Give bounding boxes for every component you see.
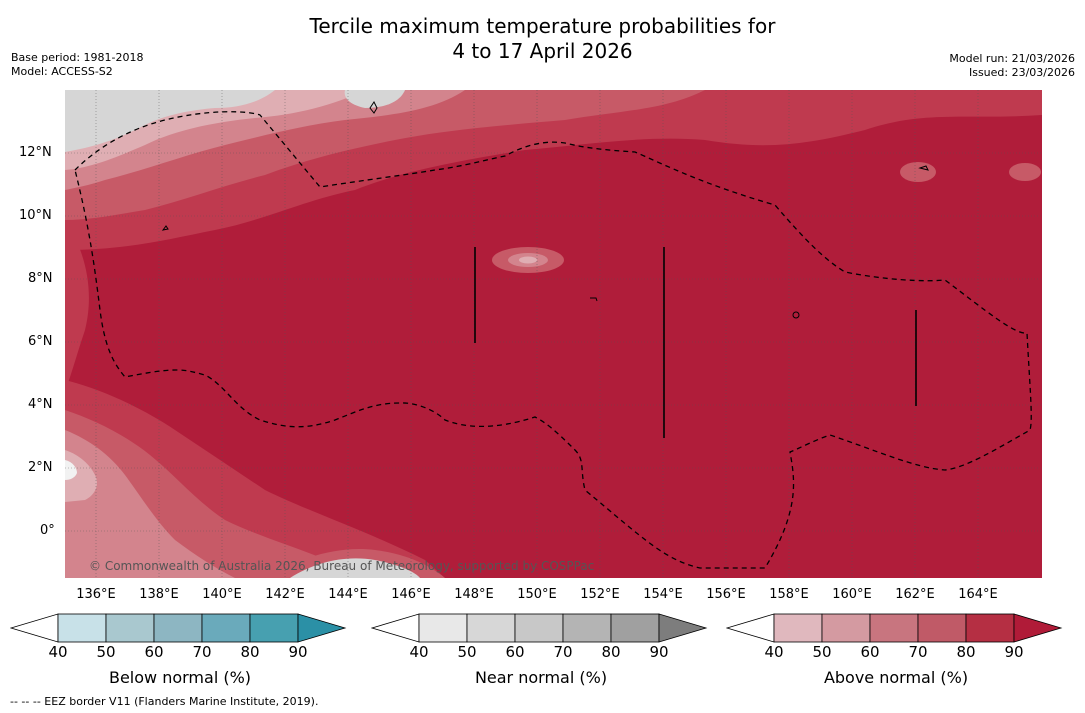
near-colorbar-max-arrow bbox=[658, 613, 708, 643]
colorbar-label-below: Below normal (%) bbox=[108, 668, 252, 687]
map-title: Tercile maximum temperature probabilitie… bbox=[0, 14, 1085, 64]
lon-label-140e: 140°E bbox=[202, 587, 242, 602]
below-colorbar-segment-3 bbox=[153, 613, 203, 643]
cb-above-tick-40: 40 bbox=[764, 643, 784, 661]
near-colorbar-segment-3 bbox=[514, 613, 564, 643]
lon-label-152e: 152°E bbox=[580, 587, 620, 602]
zone-above-50-left bbox=[65, 450, 97, 502]
meridian-marks bbox=[474, 247, 917, 438]
below-colorbar-segment-2 bbox=[105, 613, 155, 643]
meta-right: Model run: 21/03/2026 Issued: 23/03/2026 bbox=[949, 52, 1075, 80]
title-line-1: Tercile maximum temperature probabilitie… bbox=[309, 14, 776, 38]
colorbar-near-normal bbox=[371, 613, 708, 643]
cb-near-tick-70: 70 bbox=[553, 643, 573, 661]
spot-162e bbox=[900, 162, 936, 182]
cb-below-tick-80: 80 bbox=[240, 643, 260, 661]
cb-below-tick-40: 40 bbox=[48, 643, 68, 661]
cb-near-tick-50: 50 bbox=[457, 643, 477, 661]
below-colorbar-segment-5 bbox=[249, 613, 299, 643]
lon-label-156e: 156°E bbox=[706, 587, 746, 602]
cb-near-tick-40: 40 bbox=[409, 643, 429, 661]
probability-map[interactable]: © Commonwealth of Australia 2026, Bureau… bbox=[65, 90, 1042, 578]
near-colorbar-segment-1 bbox=[418, 613, 468, 643]
lon-label-162e: 162°E bbox=[895, 587, 935, 602]
colorbar-below-normal bbox=[10, 613, 347, 643]
graticule bbox=[65, 90, 1042, 578]
lon-label-136e: 136°E bbox=[76, 587, 116, 602]
above-colorbar-segment-4 bbox=[917, 613, 967, 643]
near-colorbar-segment-5 bbox=[610, 613, 660, 643]
cb-above-tick-70: 70 bbox=[908, 643, 928, 661]
lon-label-158e: 158°E bbox=[769, 587, 809, 602]
lat-label-12n: 12°N bbox=[19, 145, 52, 160]
above-colorbar-segment-2 bbox=[821, 613, 871, 643]
colorbar-label-near: Near normal (%) bbox=[474, 668, 608, 687]
issued-date: Issued: 23/03/2026 bbox=[968, 66, 1075, 79]
lon-label-150e: 150°E bbox=[517, 587, 557, 602]
cb-near-tick-60: 60 bbox=[505, 643, 525, 661]
below-colorbar-segment-4 bbox=[201, 613, 251, 643]
lat-label-6n: 6°N bbox=[28, 334, 53, 349]
lon-label-148e: 148°E bbox=[454, 587, 494, 602]
lon-label-144e: 144°E bbox=[328, 587, 368, 602]
cb-below-tick-90: 90 bbox=[288, 643, 308, 661]
near-colorbar-segment-2 bbox=[466, 613, 516, 643]
lat-label-8n: 8°N bbox=[28, 271, 53, 286]
near-colorbar-segment-4 bbox=[562, 613, 612, 643]
colorbar-label-above: Above normal (%) bbox=[823, 668, 969, 687]
cb-above-tick-90: 90 bbox=[1004, 643, 1024, 661]
cb-below-tick-50: 50 bbox=[96, 643, 116, 661]
zone-near-normal-top2 bbox=[344, 90, 405, 108]
zone-near-normal-bottom bbox=[290, 558, 420, 578]
spot-150e-50 bbox=[519, 256, 537, 264]
model-run: Model run: 21/03/2026 bbox=[949, 52, 1075, 65]
eez-border bbox=[74, 111, 1032, 569]
above-colorbar-segment-5 bbox=[965, 613, 1015, 643]
title-line-2: 4 to 17 April 2026 bbox=[452, 39, 633, 63]
colorbar-above-normal bbox=[726, 613, 1063, 643]
base-period: Base period: 1981-2018 bbox=[11, 51, 144, 64]
above-colorbar-min-arrow bbox=[726, 613, 775, 643]
above-colorbar-max-arrow bbox=[1013, 613, 1063, 643]
below-colorbar-max-arrow bbox=[297, 613, 347, 643]
zone-above-80-edge bbox=[65, 220, 89, 390]
spot-165e bbox=[1009, 163, 1041, 181]
lon-label-146e: 146°E bbox=[391, 587, 431, 602]
above-colorbar-segment-3 bbox=[869, 613, 919, 643]
lat-label-10n: 10°N bbox=[19, 208, 52, 223]
lon-label-142e: 142°E bbox=[265, 587, 305, 602]
lat-label-4n: 4°N bbox=[28, 397, 53, 412]
lon-label-164e: 164°E bbox=[958, 587, 998, 602]
cb-near-tick-90: 90 bbox=[649, 643, 669, 661]
meta-left: Base period: 1981-2018 Model: ACCESS-S2 bbox=[11, 51, 143, 79]
lon-label-160e: 160°E bbox=[832, 587, 872, 602]
islands bbox=[161, 101, 929, 319]
lat-label-0: 0° bbox=[40, 523, 55, 538]
above-colorbar-segment-1 bbox=[773, 613, 823, 643]
near-colorbar-min-arrow bbox=[371, 613, 420, 643]
model-name: Model: ACCESS-S2 bbox=[11, 65, 113, 78]
lon-label-154e: 154°E bbox=[643, 587, 683, 602]
zone-near-normal-top bbox=[65, 90, 275, 152]
cb-above-tick-80: 80 bbox=[956, 643, 976, 661]
below-colorbar-segment-1 bbox=[57, 613, 107, 643]
eez-legend-footer: -- -- -- EEZ border V11 (Flanders Marine… bbox=[10, 695, 319, 708]
cb-near-tick-80: 80 bbox=[601, 643, 621, 661]
cb-below-tick-70: 70 bbox=[192, 643, 212, 661]
cb-below-tick-60: 60 bbox=[144, 643, 164, 661]
lat-label-2n: 2°N bbox=[28, 460, 53, 475]
copyright-watermark: © Commonwealth of Australia 2026, Bureau… bbox=[89, 559, 594, 573]
cb-above-tick-60: 60 bbox=[860, 643, 880, 661]
zone-above-60-left bbox=[65, 430, 235, 578]
cb-above-tick-50: 50 bbox=[812, 643, 832, 661]
lon-label-138e: 138°E bbox=[139, 587, 179, 602]
zone-near-normal-left bbox=[65, 460, 77, 480]
below-colorbar-min-arrow bbox=[10, 613, 59, 643]
